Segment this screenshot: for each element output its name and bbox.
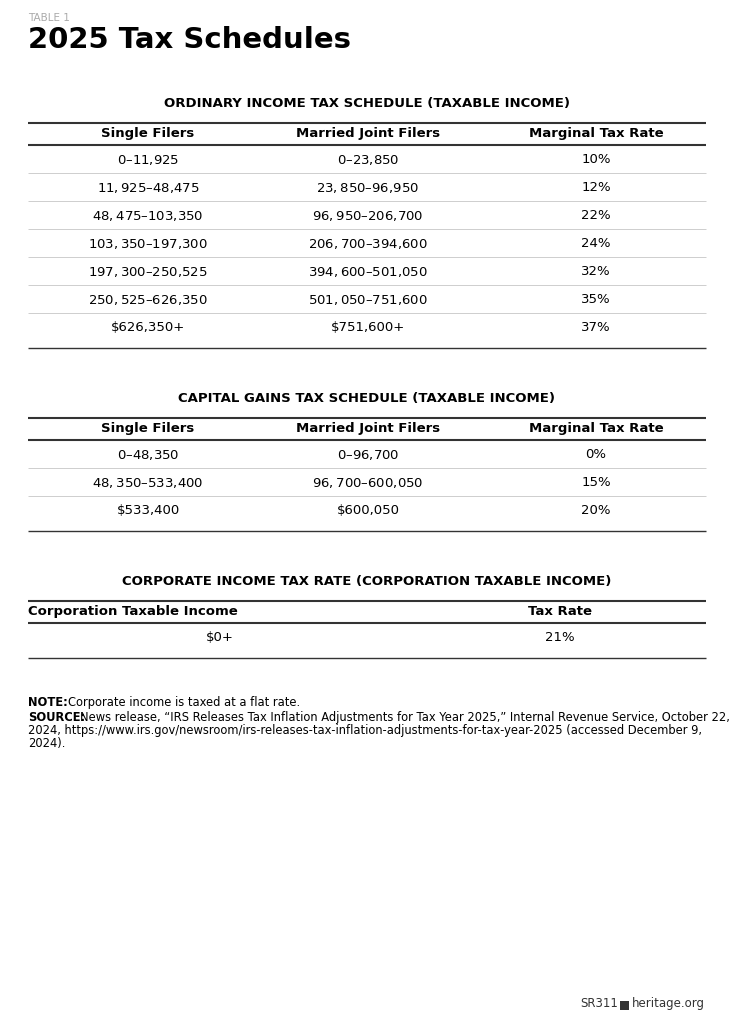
Text: Marginal Tax Rate: Marginal Tax Rate — [528, 127, 664, 140]
Text: News release, “IRS Releases Tax Inflation Adjustments for Tax Year 2025,” Intern: News release, “IRS Releases Tax Inflatio… — [80, 711, 730, 724]
Text: 21%: 21% — [545, 631, 575, 644]
Text: $206,700–$394,600: $206,700–$394,600 — [308, 237, 428, 251]
Text: 35%: 35% — [581, 293, 611, 306]
Text: $23,850–$96,950: $23,850–$96,950 — [316, 182, 420, 195]
Text: heritage.org: heritage.org — [632, 997, 705, 1010]
Text: Married Joint Filers: Married Joint Filers — [296, 422, 440, 435]
Text: $197,300–$250,525: $197,300–$250,525 — [88, 265, 208, 279]
Text: Corporation Taxable Income: Corporation Taxable Income — [28, 605, 238, 618]
Text: Corporate income is taxed at a flat rate.: Corporate income is taxed at a flat rate… — [68, 696, 300, 709]
Text: 20%: 20% — [581, 504, 611, 517]
Text: 15%: 15% — [581, 476, 611, 489]
Text: TABLE 1: TABLE 1 — [28, 13, 70, 23]
Text: $0–$23,850: $0–$23,850 — [337, 153, 399, 167]
Text: 37%: 37% — [581, 321, 611, 334]
Text: Marginal Tax Rate: Marginal Tax Rate — [528, 422, 664, 435]
Text: $501,050–$751,600: $501,050–$751,600 — [308, 293, 428, 307]
Text: $0+: $0+ — [206, 631, 234, 644]
Text: Married Joint Filers: Married Joint Filers — [296, 127, 440, 140]
Text: CAPITAL GAINS TAX SCHEDULE (TAXABLE INCOME): CAPITAL GAINS TAX SCHEDULE (TAXABLE INCO… — [178, 392, 556, 405]
Text: $48,350–$533,400: $48,350–$533,400 — [92, 476, 204, 490]
Text: $96,700–$600,050: $96,700–$600,050 — [312, 476, 424, 490]
Text: $600,050: $600,050 — [336, 504, 399, 517]
Text: $0–$48,350: $0–$48,350 — [117, 448, 179, 462]
Text: 12%: 12% — [581, 182, 611, 194]
Text: SR311: SR311 — [580, 997, 618, 1010]
Text: SOURCE:: SOURCE: — [28, 711, 85, 724]
Text: $0–$11,925: $0–$11,925 — [117, 153, 179, 167]
FancyBboxPatch shape — [620, 1001, 629, 1010]
Text: Single Filers: Single Filers — [101, 127, 195, 140]
Text: ORDINARY INCOME TAX SCHEDULE (TAXABLE INCOME): ORDINARY INCOME TAX SCHEDULE (TAXABLE IN… — [164, 97, 570, 110]
Text: $533,400: $533,400 — [117, 504, 180, 517]
Text: Tax Rate: Tax Rate — [528, 605, 592, 618]
Text: NOTE:: NOTE: — [28, 696, 68, 709]
Text: 2024, https://www.irs.gov/newsroom/irs-releases-tax-inflation-adjustments-for-ta: 2024, https://www.irs.gov/newsroom/irs-r… — [28, 724, 702, 737]
Text: CORPORATE INCOME TAX RATE (CORPORATION TAXABLE INCOME): CORPORATE INCOME TAX RATE (CORPORATION T… — [123, 575, 611, 588]
Text: 2024).: 2024). — [28, 737, 65, 750]
Text: 32%: 32% — [581, 265, 611, 278]
Text: $11,925–$48,475: $11,925–$48,475 — [97, 182, 200, 195]
Text: $0–$96,700: $0–$96,700 — [337, 448, 399, 462]
Text: 24%: 24% — [581, 237, 611, 250]
Text: Single Filers: Single Filers — [101, 422, 195, 435]
Text: 22%: 22% — [581, 209, 611, 222]
Text: 2025 Tax Schedules: 2025 Tax Schedules — [28, 26, 351, 54]
Text: $48,475–$103,350: $48,475–$103,350 — [92, 209, 204, 223]
Text: $751,600+: $751,600+ — [331, 321, 405, 334]
Text: $626,350+: $626,350+ — [111, 321, 185, 334]
Text: $96,950–$206,700: $96,950–$206,700 — [312, 209, 424, 223]
Text: $250,525–$626,350: $250,525–$626,350 — [88, 293, 208, 307]
Text: 0%: 0% — [586, 448, 606, 461]
Text: $103,350–$197,300: $103,350–$197,300 — [88, 237, 208, 251]
Text: 10%: 10% — [581, 153, 611, 166]
Text: $394,600–$501,050: $394,600–$501,050 — [308, 265, 428, 279]
